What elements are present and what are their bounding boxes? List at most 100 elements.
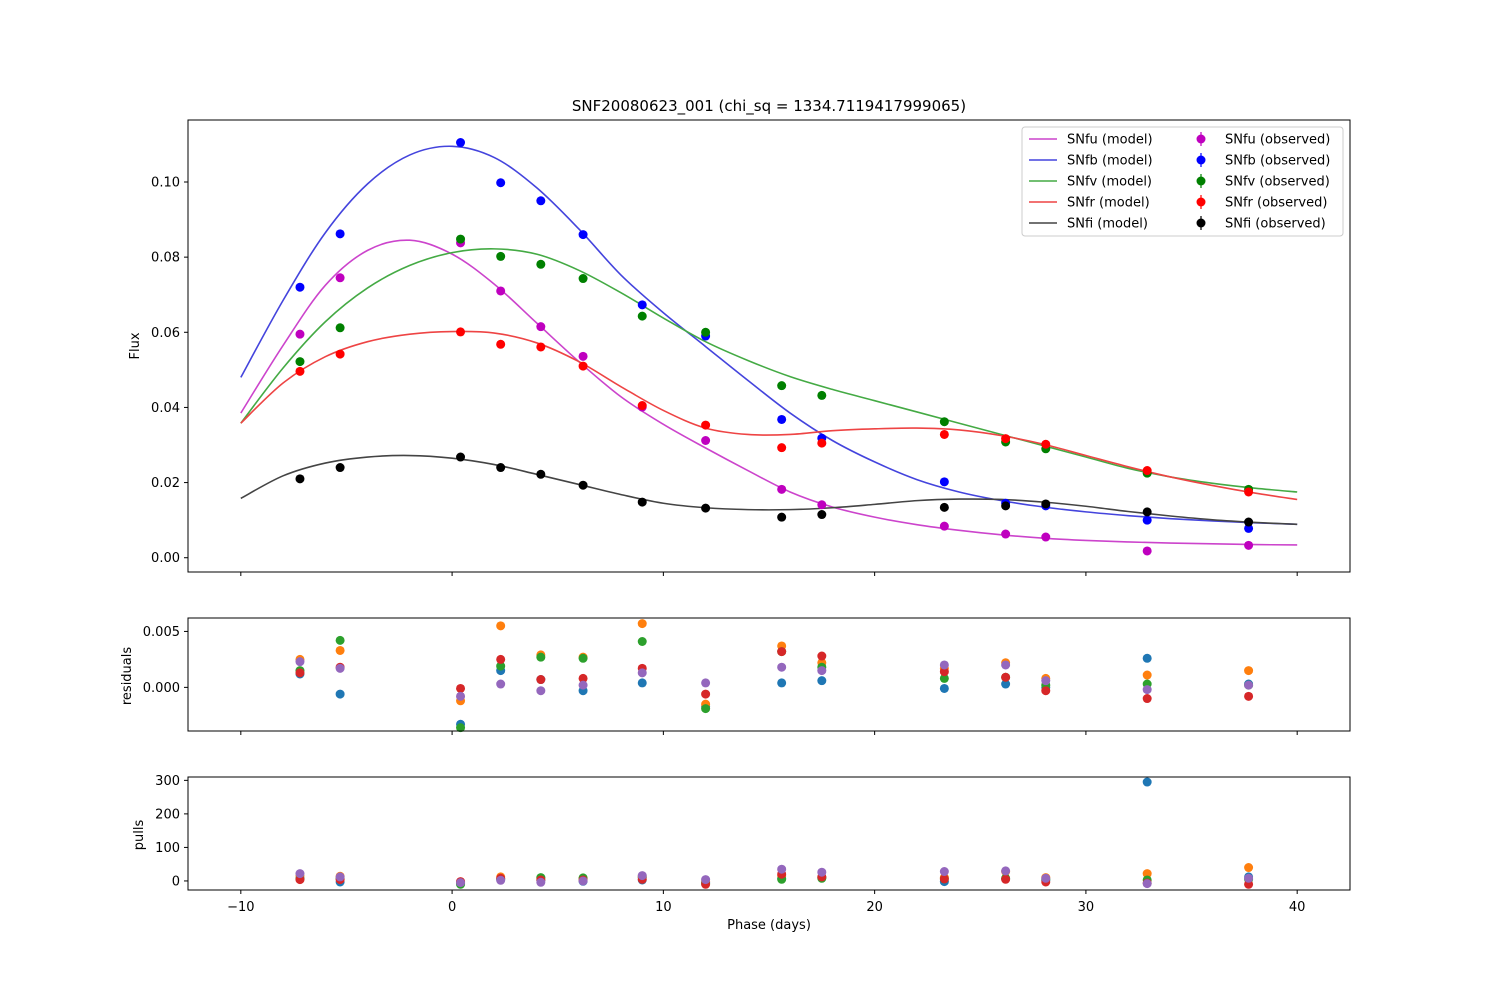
pulls-point [701,875,711,885]
pulls-point [456,878,466,888]
snfr-observed-point [939,429,949,439]
pulls-point [1244,873,1254,883]
snfi-observed-point [637,497,647,507]
residuals-point [939,683,949,693]
main-y-tick-label: 0.00 [151,551,180,566]
residuals-point [817,676,827,686]
snfv-observed-point [939,417,949,427]
snfu-observed-point [701,435,711,445]
snfu-observed-point [777,484,787,494]
legend-obs-marker [1196,197,1206,207]
pulls-point [1142,879,1152,889]
pulls-y-tick-label: 100 [155,841,180,856]
residuals-point [1142,670,1152,680]
pulls-point [1041,873,1051,883]
residuals-y-tick-label: 0.005 [143,625,180,640]
residuals-point [777,647,787,657]
snfv-model-line [240,248,1298,493]
residuals-point [777,678,787,688]
snfv-observed-point [578,274,588,284]
pulls-y-tick-label: 200 [155,807,180,822]
snfv-observed-point [295,357,305,367]
snfb-observed-point [295,282,305,292]
snfv-observed-point [817,390,827,400]
legend-obs-marker [1196,155,1206,165]
snfu-observed-point [335,273,345,283]
snfr-model-line [240,330,1298,501]
legend-entry-observed: SNfb (observed) [1225,154,1330,169]
main-y-tick-label: 0.06 [151,326,180,341]
pulls-point [939,867,949,877]
pulls-point [1142,869,1152,879]
residuals-point [637,678,647,688]
snfu-observed-point [1142,546,1152,556]
residuals-point [701,689,711,699]
pulls-point [817,867,827,877]
snfu-observed-point [295,329,305,339]
snfi-observed-point [1041,499,1051,509]
legend-obs-marker [1196,218,1206,228]
residuals-point [777,662,787,672]
legend-entry-observed: SNfv (observed) [1225,175,1330,190]
pulls-point [295,869,305,879]
snfv-observed-point [536,259,546,269]
residuals-point [456,683,466,693]
snfr-observed-point [1001,434,1011,444]
snfr-observed-point [496,339,506,349]
legend: SNfu (model) SNfu (observed) SNfb (model) S… [1021,126,1344,237]
legend-entry-observed: SNfr (observed) [1225,196,1327,211]
residuals-point [1041,676,1051,686]
residuals-panel: 0.000 0.005 [143,619,1298,735]
residuals-point [335,635,345,645]
residuals-point [1142,685,1152,695]
snfu-observed-point [1041,532,1051,542]
residuals-point [1244,680,1254,690]
residuals-point [1244,691,1254,701]
pulls-axes-frame [187,776,1351,891]
snfr-observed-point [1244,487,1254,497]
residuals-point [335,663,345,673]
residuals-point [335,689,345,699]
residuals-point [939,660,949,670]
snfb-observed-point [939,477,949,487]
residuals-point [817,651,827,661]
residuals-point [939,667,949,677]
snfu-observed-point [578,351,588,361]
main-y-axis-label: Flux [128,332,143,359]
residuals-point [295,657,305,667]
snfi-observed-point [1142,507,1152,517]
residuals-point [1001,660,1011,670]
legend-obs-marker [1196,176,1206,186]
snfi-observed-point [1244,517,1254,527]
residuals-point [637,636,647,646]
residuals-point [578,680,588,690]
residuals-y-tick-label: 0.000 [143,681,180,696]
main-y-tick-label: 0.04 [151,401,180,416]
residuals-point [578,653,588,663]
snfv-observed-point [496,251,506,261]
snfr-observed-point [777,443,787,453]
pulls-point [578,876,588,886]
snfb-observed-point [578,230,588,240]
legend-entry-model: SNfr (model) [1067,196,1150,211]
pulls-point [939,874,949,884]
snfr-observed-point [578,361,588,371]
pulls-point [1001,874,1011,884]
snfv-observed-point [335,323,345,333]
x-tick-label: 10 [655,900,672,915]
residuals-point [1001,672,1011,682]
legend-entry-model: SNfb (model) [1067,154,1153,169]
snfv-observed-point [777,381,787,391]
snfr-observed-point [536,342,546,352]
snfr-observed-point [456,327,466,337]
residuals-point [496,621,506,631]
legend-entry-observed: SNfi (observed) [1225,217,1326,232]
pulls-point [1142,777,1152,787]
snfi-observed-point [939,502,949,512]
main-light-curve-panel: 0.00 0.02 0.04 0.06 0.08 0.10 [151,138,1298,576]
snfb-observed-point [637,300,647,310]
snfr-observed-point [701,420,711,430]
snfi-observed-point [295,474,305,484]
pulls-point [637,871,647,881]
residuals-point [637,619,647,629]
